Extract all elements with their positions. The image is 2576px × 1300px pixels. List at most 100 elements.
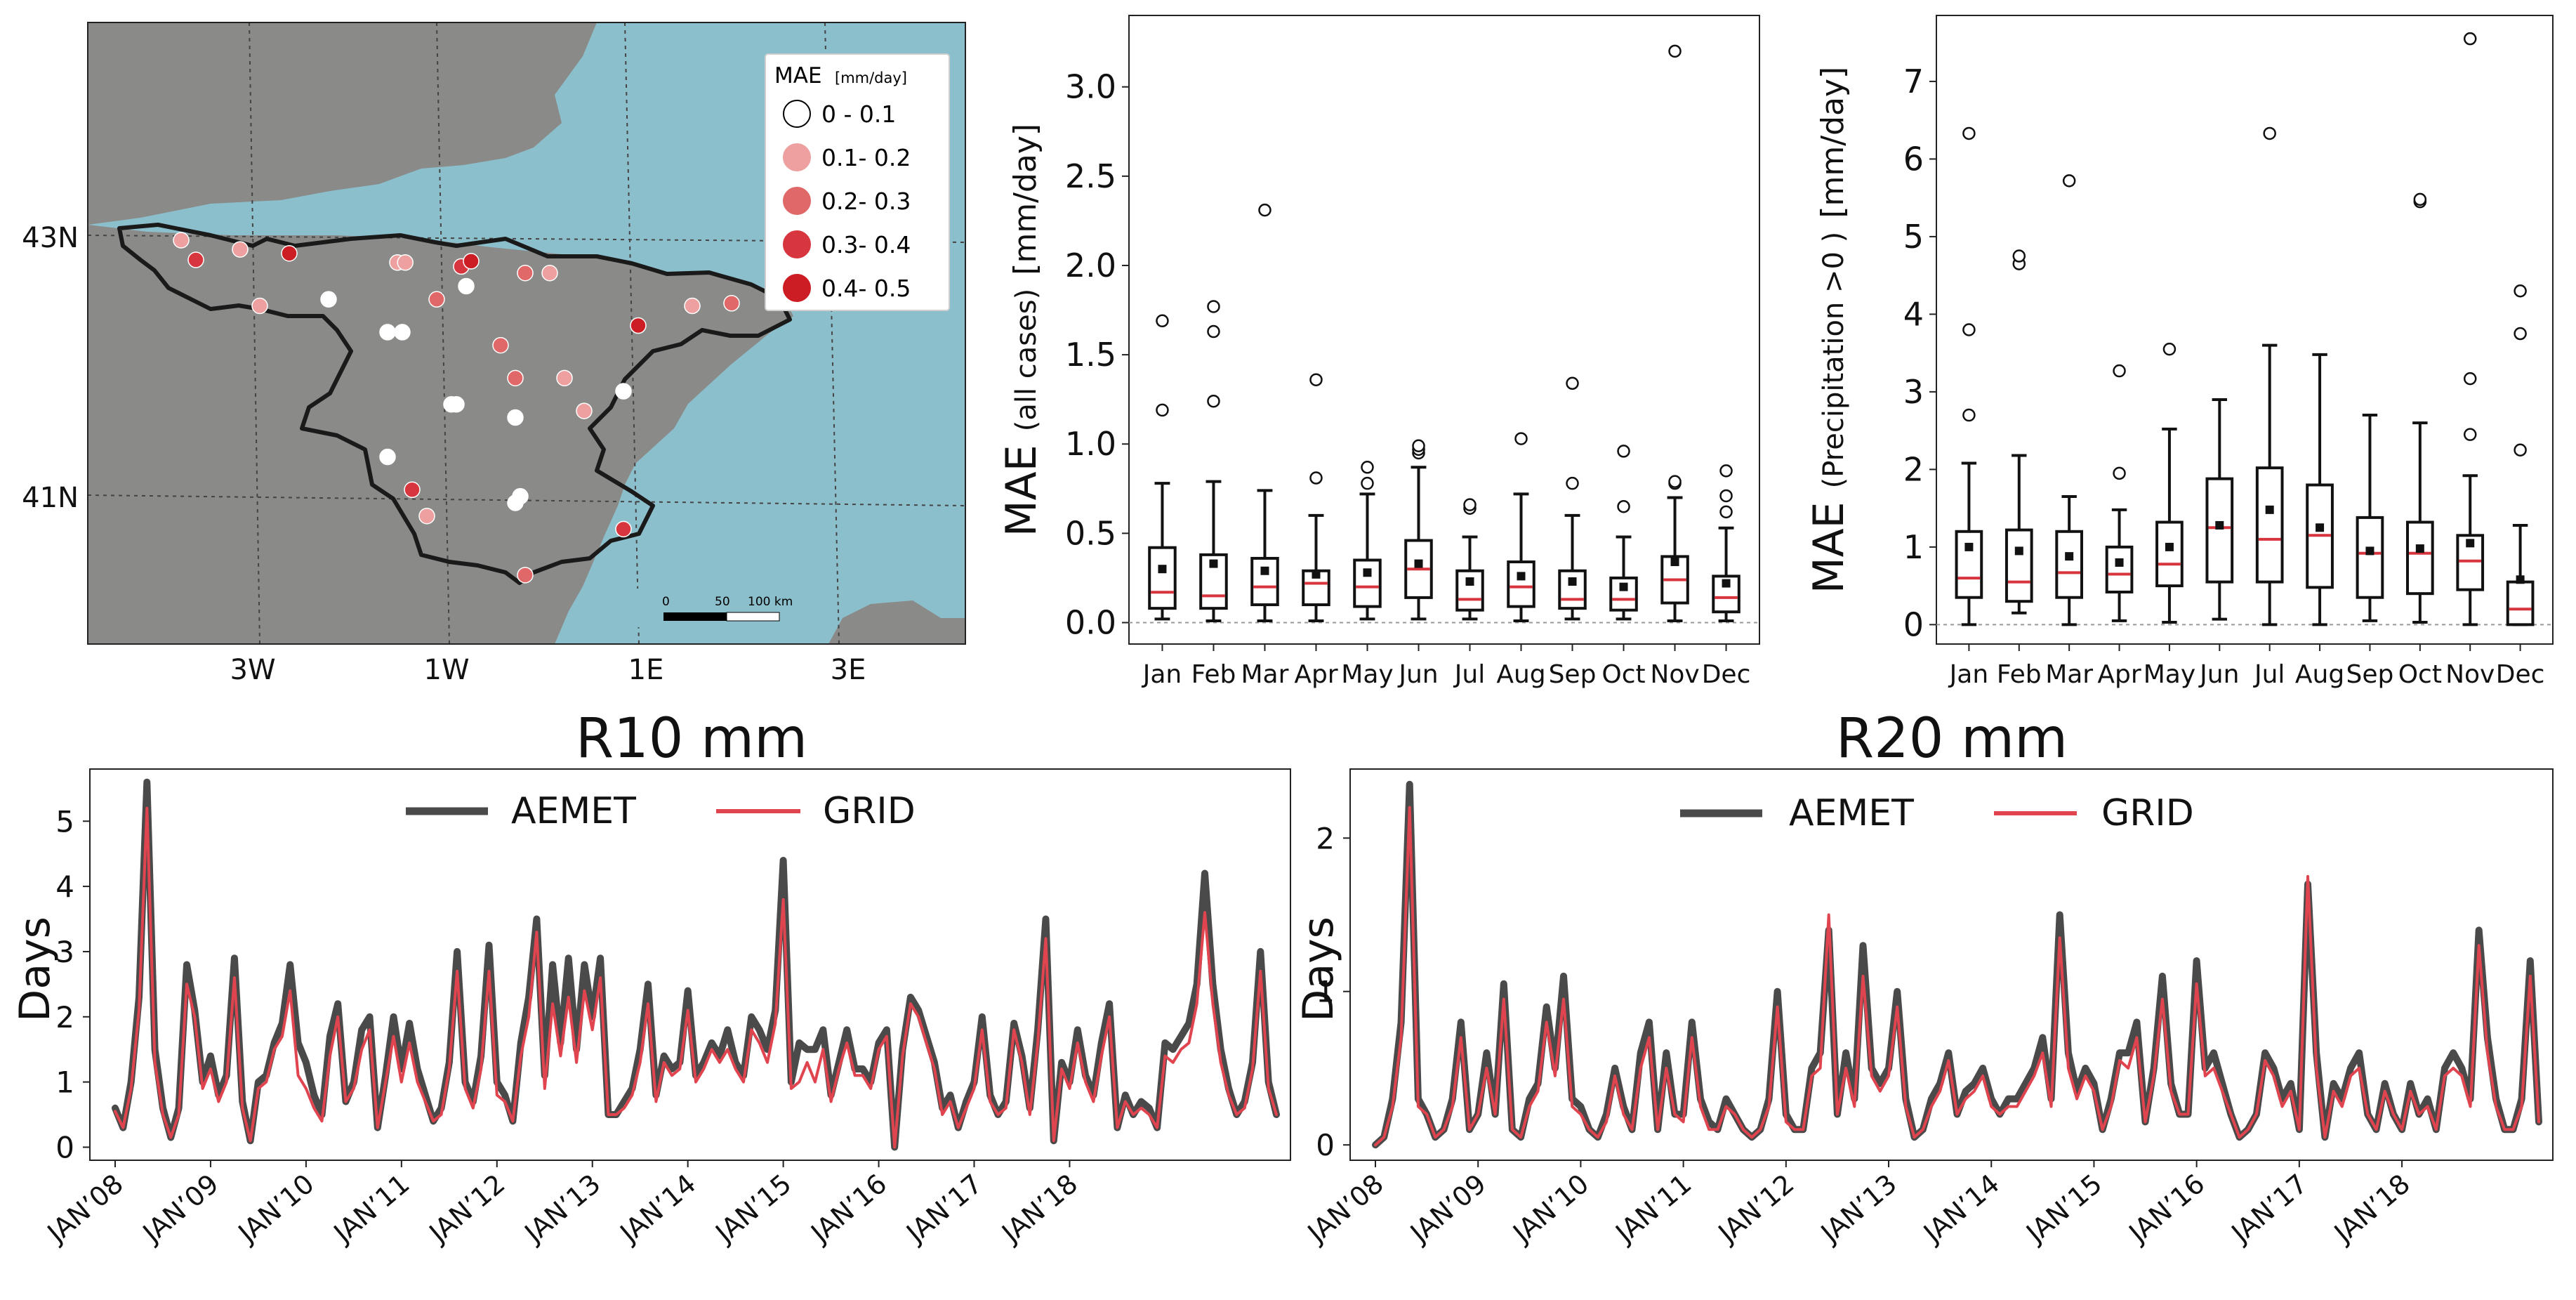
ytick-label: 6 (1903, 140, 1924, 178)
boxplot-all-cases-ylabel: MAE (all cases) [mm/day] (997, 124, 1046, 537)
xtick-label-jun: Jun (1397, 660, 1438, 689)
xtick-label-jul: Jul (1453, 660, 1485, 689)
station-marker-1 (187, 251, 204, 268)
box-flier (2463, 372, 2477, 386)
legend-grid-label: GRID (823, 790, 916, 832)
box-flier (1309, 373, 1323, 386)
map-legend-box (765, 53, 950, 311)
box-mean (2516, 575, 2525, 584)
legend-label-3: 0.3- 0.4 (821, 231, 911, 258)
ytick-label: 1.5 (1065, 336, 1116, 374)
r20-ylabel: Days (1294, 917, 1343, 1022)
box-flier (2162, 342, 2177, 356)
ytick-label: 1 (1316, 975, 1335, 1009)
lat-label-43n: 43N (22, 222, 79, 254)
map-legend-title: MAE (774, 63, 822, 88)
boxplot-precip-frame (1936, 15, 2554, 645)
xtick-label: JAN’08 (1301, 1168, 1389, 1249)
xtick-label-may: May (1341, 660, 1393, 689)
station-marker-18 (684, 297, 701, 315)
station-marker-8 (517, 265, 534, 282)
legend-aemet-label: AEMET (1789, 792, 1914, 834)
box-flier (1566, 376, 1579, 390)
xtick-label: JAN’09 (136, 1168, 225, 1249)
box-oct (2405, 192, 2434, 624)
box-flier (1719, 505, 1733, 519)
box-flier (1156, 314, 1169, 328)
station-marker-16 (492, 336, 509, 354)
legend-label-4: 0.4- 0.5 (821, 275, 911, 302)
box-flier (1566, 476, 1579, 490)
station-marker-2 (232, 241, 249, 258)
box-jan (1955, 126, 1983, 626)
station-marker-28 (404, 481, 421, 499)
box-oct (1609, 445, 1638, 621)
ylabel-unit: [mm/day] (1815, 67, 1851, 218)
box-mean (1414, 559, 1423, 568)
station-marker-9 (541, 265, 558, 282)
box-flier (1207, 324, 1220, 339)
xtick-label: JAN’14 (1917, 1168, 2005, 1249)
box-flier (2514, 443, 2527, 457)
box-mean (1517, 572, 1526, 581)
ylabel-main: MAE (997, 445, 1046, 537)
boxplot-precip-ylabel: MAE (Precipitation >0 ) [mm/day] (1804, 67, 1854, 593)
box-flier (2263, 126, 2276, 140)
box-flier (1668, 44, 1682, 58)
station-marker-27 (379, 448, 396, 466)
box-iqr (1558, 569, 1587, 610)
box-iqr (2004, 528, 2033, 603)
box-iqr (1302, 569, 1330, 607)
ytick-label: 2.0 (1065, 247, 1116, 284)
series-line-grid (1374, 806, 2540, 1147)
boxplot-all-cases: MAE (all cases) [mm/day] 0.0 0.5 1.0 1.5 2.0… (997, 15, 1760, 689)
box-mean (2165, 542, 2174, 551)
box-nov (1660, 44, 1689, 622)
xtick-label: JAN’16 (804, 1168, 892, 1249)
box-nov (2456, 32, 2485, 626)
box-mean (2065, 552, 2074, 561)
box-jul (1455, 498, 1484, 621)
box-sep (2356, 414, 2384, 622)
ylabel-unit: [mm/day] (1008, 124, 1043, 275)
box-mean (2365, 546, 2374, 556)
box-mean (1209, 559, 1218, 568)
box-flier (1668, 475, 1682, 488)
ytick-label: 0 (1316, 1128, 1335, 1162)
xtick-label: JAN’17 (899, 1168, 988, 1249)
ytick-label: 2.5 (1065, 157, 1116, 195)
ytick-label: 0.5 (1065, 514, 1116, 552)
box-iqr (1955, 530, 1983, 599)
r10-ylabel: Days (11, 917, 60, 1022)
xtick-label: JAN’15 (709, 1168, 798, 1249)
box-mean (2265, 505, 2274, 514)
legend-marker-3 (783, 230, 811, 258)
scale-bar-label-0: 0 (662, 595, 670, 609)
station-marker-5 (397, 254, 414, 271)
box-iqr (2105, 545, 2134, 593)
xtick-label-sep: Sep (2346, 660, 2394, 689)
box-mean (2215, 520, 2224, 530)
box-iqr (1455, 569, 1484, 612)
box-flier (2514, 327, 2527, 341)
xtick-label-apr: Apr (1294, 660, 1337, 689)
scale-bar-white (726, 612, 780, 622)
box-flier (1514, 432, 1528, 445)
station-marker-30 (507, 494, 524, 511)
ytick-label: 5 (1903, 218, 1924, 256)
ytick-label: 5 (55, 804, 74, 839)
box-flier (1412, 439, 1425, 453)
box-flier (1309, 471, 1323, 485)
station-marker-19 (723, 295, 740, 312)
ytick-label: 7 (1903, 63, 1924, 100)
box-iqr (1148, 546, 1177, 610)
xtick-label-nov: Nov (1650, 660, 1699, 689)
station-marker-31 (418, 507, 435, 525)
box-mean (2115, 558, 2124, 567)
xtick-label: JAN’12 (423, 1168, 511, 1249)
ytick-label: 0 (55, 1130, 74, 1164)
box-flier (1962, 323, 1976, 336)
legend-marker-1 (783, 143, 811, 171)
box-iqr (2205, 477, 2234, 584)
station-marker-24 (448, 396, 465, 413)
